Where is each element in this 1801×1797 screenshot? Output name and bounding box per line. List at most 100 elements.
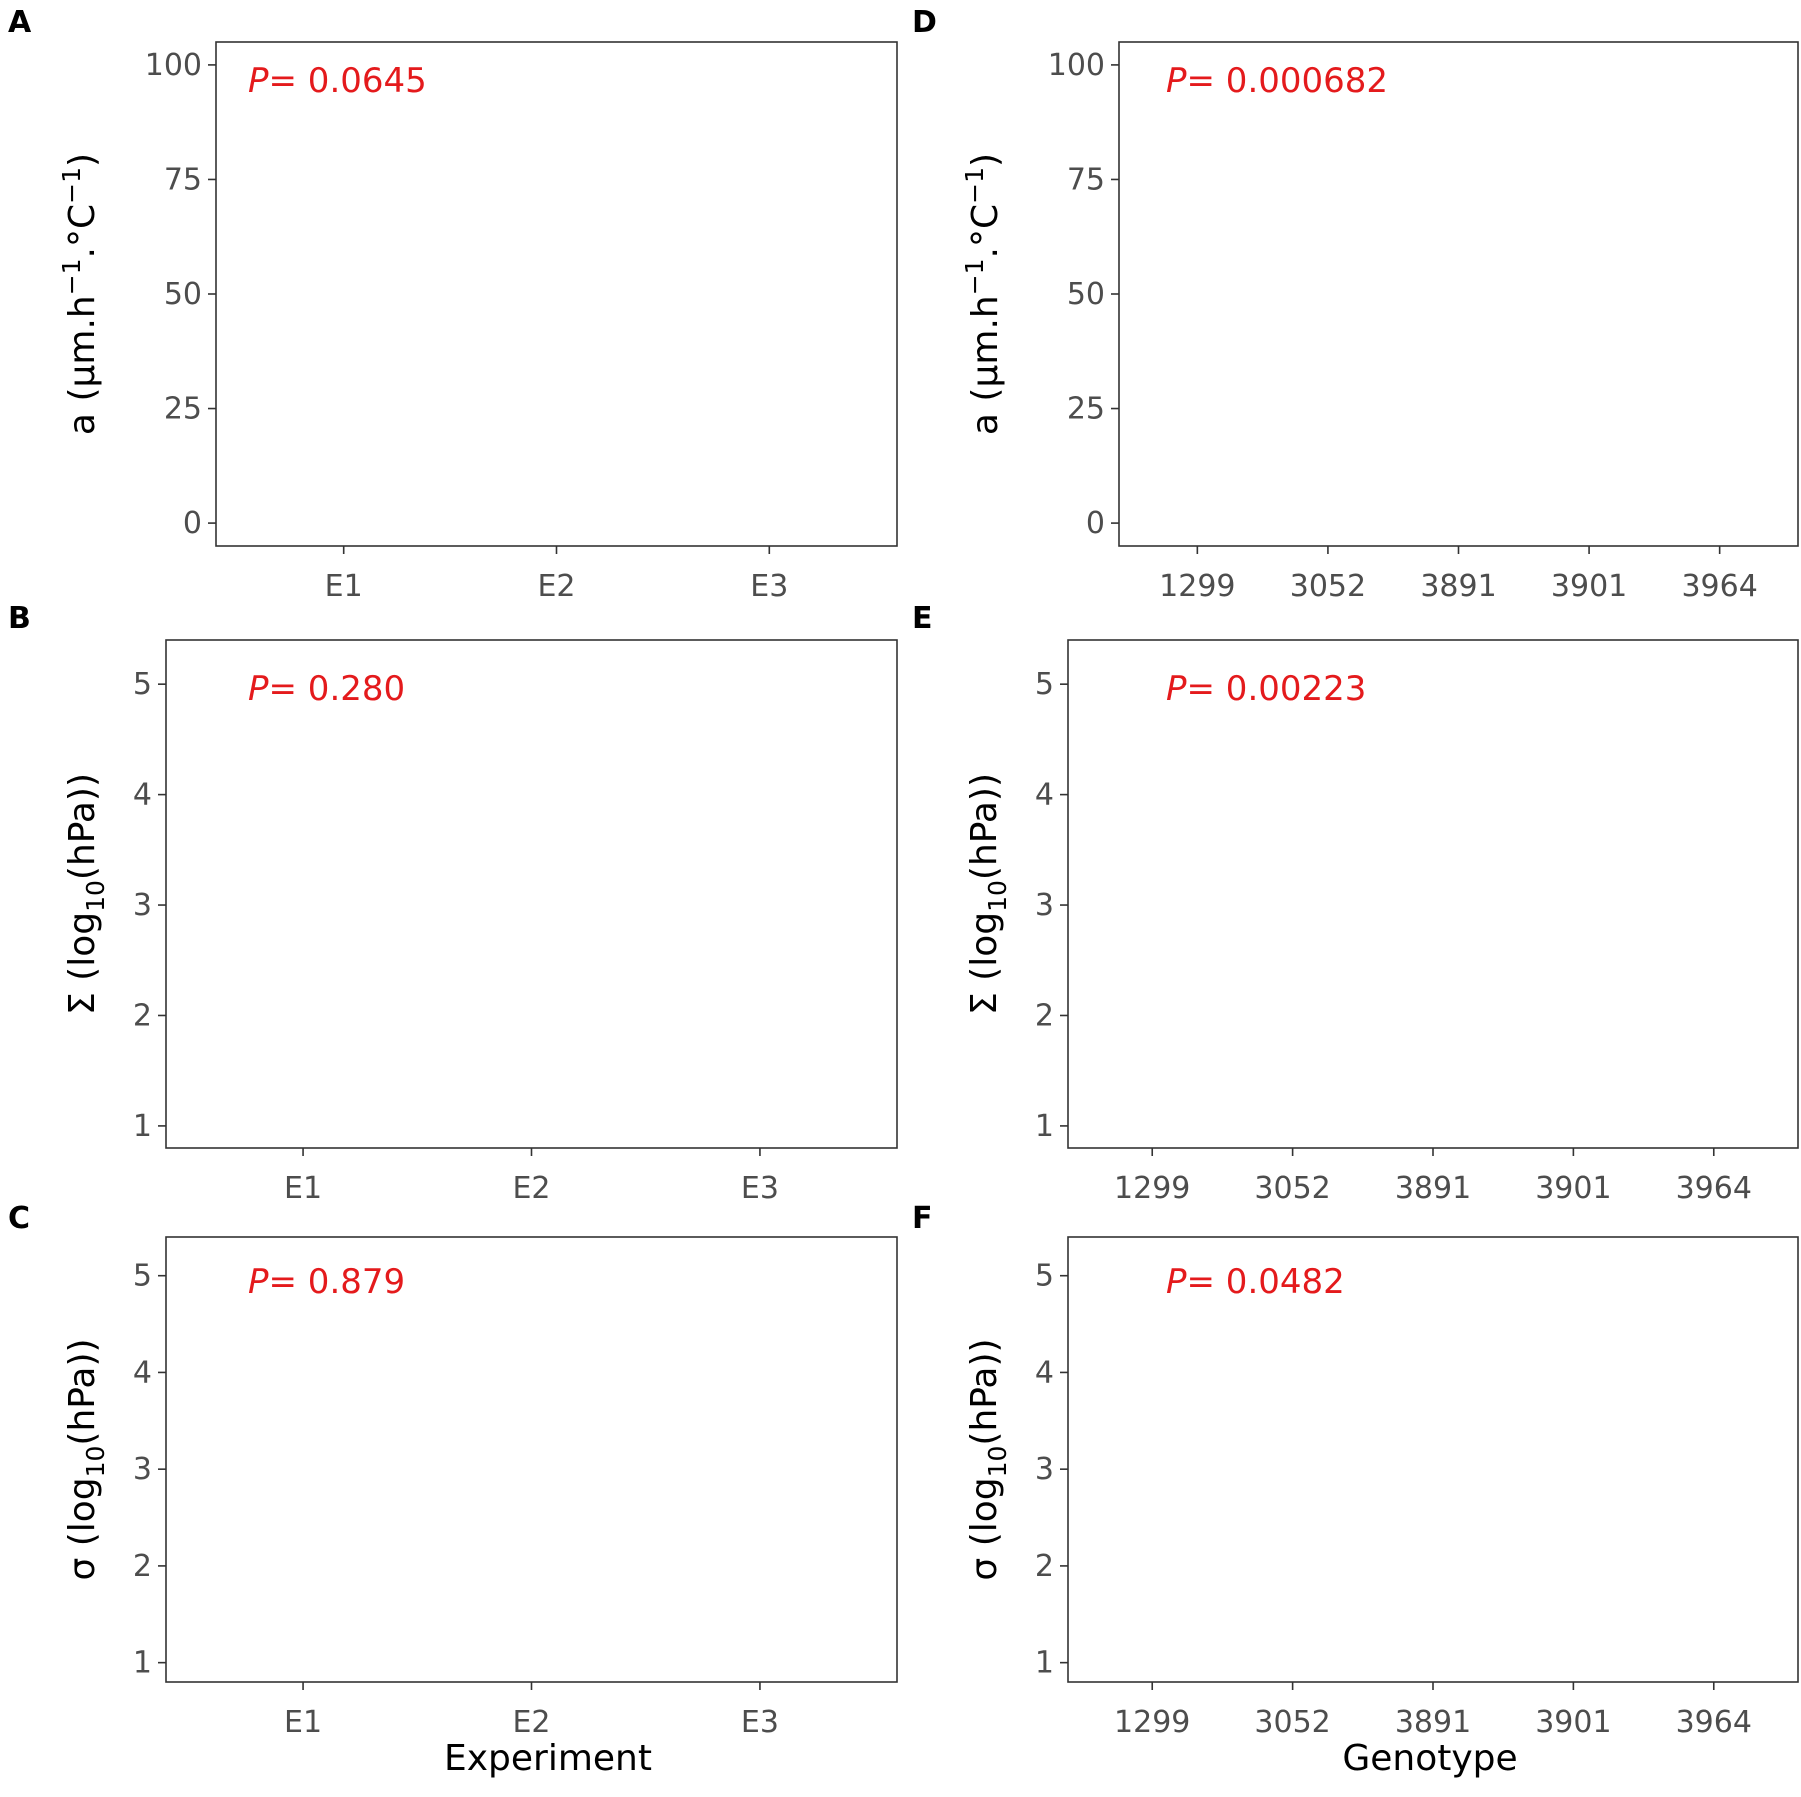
y-tick-label: 50: [164, 277, 202, 312]
p-value: P= 0.000682: [1166, 61, 1388, 101]
p-value-number: = 0.00223: [1187, 669, 1367, 709]
y-axis-title: Σ (log10(hPa)): [964, 773, 1012, 1015]
y-tick-label: 5: [133, 667, 152, 702]
y-axis-title-sub: 10: [81, 880, 110, 912]
y-tick-label: 2: [133, 998, 152, 1033]
panel-d: 0 25 50 75 100 1299 3052 3891 3901 3964 D P= 0.0006…: [912, 5, 1799, 604]
x-tick-label: E3: [750, 569, 788, 604]
y-axis-title: σ (log10(hPa)): [964, 1338, 1012, 1580]
panel-letter: D: [912, 5, 937, 40]
x-tick-label: E3: [741, 1705, 779, 1740]
y-tick-label: 3: [133, 888, 152, 923]
x-axis-title: Genotype: [1342, 1738, 1517, 1779]
panel-border: [1118, 41, 1799, 547]
y-axis-title: Σ (log10(hPa)): [62, 773, 110, 1015]
y-tick-label: 25: [164, 392, 202, 427]
y-tick-label: 2: [1035, 998, 1054, 1033]
x-tick-label: E1: [284, 1171, 322, 1206]
y-axis-title-part: Σ (log: [964, 912, 1005, 1015]
p-value: P= 0.0645: [248, 61, 427, 101]
y-axis-title-sub: 10: [983, 880, 1012, 912]
panel-letter: A: [8, 5, 32, 40]
y-axis-title-part: σ (log: [964, 1477, 1005, 1580]
p-value-number: = 0.879: [269, 1262, 406, 1302]
y-tick-label: 50: [1067, 277, 1105, 312]
x-tick-label: 3052: [1254, 1171, 1330, 1206]
y-tick-label: 5: [1035, 667, 1054, 702]
p-value-label: P: [248, 1262, 269, 1302]
y-axis-title-sup: −1: [57, 167, 86, 204]
p-value-label: P: [1166, 61, 1187, 101]
y-tick-label: 5: [133, 1259, 152, 1294]
x-tick-label: 3901: [1535, 1705, 1611, 1740]
x-tick-label: 1299: [1114, 1705, 1190, 1740]
y-tick-label: 1: [1035, 1109, 1054, 1144]
x-tick-label: 3052: [1254, 1705, 1330, 1740]
y-axis-title: a (µm.h−1.°C−1): [57, 153, 103, 435]
y-tick-label: 100: [145, 48, 202, 83]
y-tick-label: 5: [1035, 1259, 1054, 1294]
y-axis-title: σ (log10(hPa)): [62, 1338, 110, 1580]
x-tick-label: E1: [284, 1705, 322, 1740]
y-tick-label: 100: [1048, 48, 1105, 83]
panel-letter: C: [8, 1201, 30, 1236]
y-tick-label: 75: [1067, 162, 1105, 197]
p-value: P= 0.00223: [1166, 669, 1366, 709]
panel-border: [215, 41, 898, 547]
x-tick-label: E2: [537, 569, 575, 604]
x-tick-label: 3964: [1676, 1705, 1752, 1740]
y-axis-title-part: (hPa)): [62, 1338, 103, 1445]
y-tick-label: 4: [133, 778, 152, 813]
y-tick-label: 3: [1035, 1452, 1054, 1487]
panel-letter: B: [8, 601, 31, 636]
p-value-number: = 0.000682: [1187, 61, 1389, 101]
x-tick-label: 3901: [1551, 569, 1627, 604]
x-tick-label: 3891: [1395, 1705, 1471, 1740]
p-value: P= 0.879: [248, 1262, 405, 1302]
y-axis-title-part: (hPa)): [964, 773, 1005, 880]
panel-letter: E: [912, 601, 933, 636]
p-value-number: = 0.0645: [269, 61, 427, 101]
panel-b: 1 2 3 4 5 E1 E2 E3 B P= 0.280 Σ (log10(hPa)): [8, 601, 898, 1206]
y-axis-title-part: ): [965, 153, 1006, 167]
y-tick-label: 0: [183, 506, 202, 541]
p-value-label: P: [1166, 1262, 1187, 1302]
y-axis-title-part: σ (log: [62, 1477, 103, 1580]
y-tick-label: 4: [1035, 1355, 1054, 1390]
panel-letter: F: [912, 1201, 933, 1236]
y-axis-title-sup: −1: [57, 258, 86, 295]
y-axis-title-part: .°C: [965, 204, 1006, 259]
panel-c: 1 2 3 4 5 E1 E2 E3 C P= 0.879 σ (log10(hPa)) Experi…: [8, 1201, 898, 1779]
x-tick-label: 3891: [1420, 569, 1496, 604]
x-tick-label: E1: [325, 569, 363, 604]
x-tick-label: E2: [512, 1705, 550, 1740]
p-value-label: P: [248, 61, 269, 101]
y-axis-title-part: a (µm.h: [62, 295, 103, 435]
p-value-number: = 0.280: [269, 669, 406, 709]
y-axis-title-part: a (µm.h: [965, 295, 1006, 435]
y-axis-title-part: .°C: [62, 204, 103, 259]
x-tick-label: 3964: [1676, 1171, 1752, 1206]
y-axis-title-part: (hPa)): [62, 773, 103, 880]
x-tick-label: 1299: [1114, 1171, 1190, 1206]
y-axis-title-part: (hPa)): [964, 1338, 1005, 1445]
y-axis-title-sub: 10: [81, 1446, 110, 1478]
y-axis-title-sub: 10: [983, 1446, 1012, 1478]
p-value-label: P: [1166, 669, 1187, 709]
y-tick-label: 75: [164, 162, 202, 197]
x-tick-label: E2: [512, 1171, 550, 1206]
y-axis-title-sup: −1: [960, 167, 989, 204]
x-tick-label: 3964: [1681, 569, 1757, 604]
y-tick-label: 1: [133, 1109, 152, 1144]
y-tick-label: 1: [133, 1646, 152, 1681]
y-tick-label: 0: [1086, 506, 1105, 541]
y-axis-title-part: Σ (log: [62, 912, 103, 1015]
panel-e: 1 2 3 4 5 1299 3052 3891 3901 3964 E P= 0.00223 Σ (l…: [912, 601, 1799, 1206]
y-tick-label: 25: [1067, 392, 1105, 427]
y-tick-label: 2: [1035, 1549, 1054, 1584]
panel-border: [1067, 639, 1799, 1149]
y-tick-label: 3: [133, 1452, 152, 1487]
p-value: P= 0.280: [248, 669, 405, 709]
p-value: P= 0.0482: [1166, 1262, 1345, 1302]
